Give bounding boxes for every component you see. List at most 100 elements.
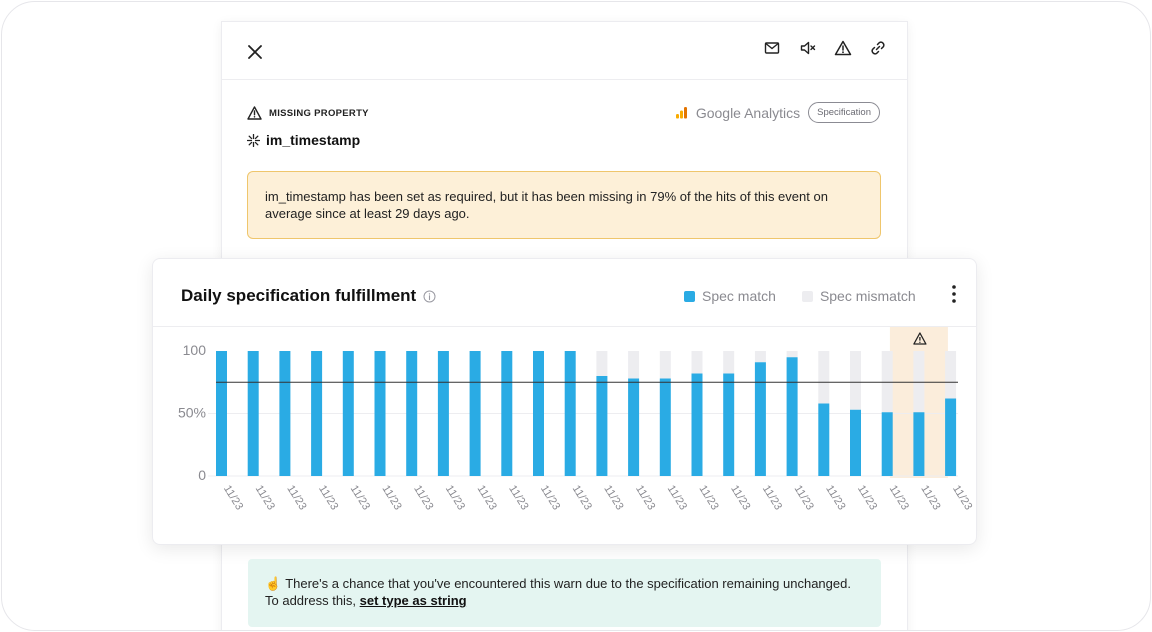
bar-match	[374, 351, 386, 476]
x-tick-label: 11/23	[570, 483, 594, 512]
bar-match	[564, 351, 576, 476]
bar-match	[216, 351, 227, 476]
more-options-icon[interactable]	[949, 283, 959, 305]
bar-match	[342, 351, 354, 476]
bar-match	[501, 351, 513, 476]
card-divider	[153, 326, 976, 327]
legend-label-mismatch: Spec mismatch	[819, 288, 916, 304]
bar-match	[311, 351, 323, 476]
bar-mismatch	[628, 351, 640, 379]
source-name: Google Analytics	[695, 104, 801, 121]
x-tick-label: 11/23	[506, 483, 530, 512]
close-icon[interactable]	[244, 41, 266, 63]
x-tick-label: 11/23	[601, 483, 625, 512]
bar-mismatch	[691, 351, 703, 374]
property-name-label: im_timestamp	[266, 132, 361, 148]
bar-mismatch	[945, 351, 957, 399]
panel-header	[222, 22, 907, 80]
x-tick-label: 11/23	[316, 483, 340, 512]
chart-card: Daily specification fulfillment Spec mat…	[152, 258, 977, 545]
pointing-hand-icon: ☝	[265, 576, 282, 591]
bar-match	[723, 373, 735, 476]
asterisk-icon	[247, 133, 260, 147]
legend-item-match[interactable]: Spec match	[684, 288, 776, 304]
mute-icon[interactable]	[798, 38, 818, 58]
x-tick-label: 11/23	[823, 483, 847, 512]
bar-match	[247, 351, 259, 476]
bar-match	[945, 398, 957, 476]
bar-mismatch	[659, 351, 671, 379]
issue-type-label: MISSING PROPERTY	[269, 107, 369, 119]
email-icon[interactable]	[762, 38, 782, 58]
note-text: There's a chance that you've encountered…	[265, 576, 851, 608]
bar-match	[754, 362, 766, 476]
chart-title: Daily specification fulfillment	[181, 286, 436, 306]
x-tick-label: 11/23	[411, 483, 435, 512]
chart-title-text: Daily specification fulfillment	[181, 286, 417, 305]
x-tick-label: 11/23	[950, 483, 974, 512]
warning-icon	[247, 106, 262, 120]
legend-label-match: Spec match	[702, 288, 776, 304]
x-tick-label: 11/23	[475, 483, 499, 512]
bar-match	[659, 378, 671, 476]
source-info: Google Analytics Specification	[675, 102, 880, 123]
y-tick-label: 100	[183, 342, 207, 358]
bar-match	[469, 351, 481, 476]
chart-legend: Spec match Spec mismatch	[684, 288, 942, 304]
x-tick-label: 11/23	[253, 483, 277, 512]
bar-chart: 100 50% 0 11/23 11/23 11/23 11/23 11/23 11/23 11/…	[178, 327, 974, 512]
issue-type: MISSING PROPERTY	[247, 106, 369, 120]
x-tick-label: 11/23	[792, 483, 816, 512]
bar-mismatch	[596, 351, 608, 376]
x-tick-label: 11/23	[760, 483, 784, 512]
bar-match	[406, 351, 418, 476]
bar-match	[279, 351, 291, 476]
bar-mismatch	[850, 351, 861, 410]
bar-match	[818, 403, 830, 476]
bar-mismatch	[881, 351, 893, 413]
x-tick-label: 11/23	[221, 483, 245, 512]
bar-match	[881, 412, 893, 476]
bar-match	[628, 378, 640, 476]
bar-mismatch	[818, 351, 830, 404]
bar-mismatch	[913, 351, 925, 413]
info-icon[interactable]	[423, 290, 436, 303]
link-icon[interactable]	[868, 38, 888, 58]
bar-match	[437, 351, 449, 476]
bar-match	[533, 351, 544, 476]
warning-message: im_timestamp has been set as required, b…	[247, 171, 881, 239]
bar-match	[786, 357, 798, 476]
y-tick-label: 50%	[178, 405, 206, 421]
bar-mismatch	[723, 351, 735, 374]
x-tick-label: 11/23	[918, 483, 942, 512]
x-tick-label: 11/23	[538, 483, 562, 512]
bar-match	[913, 412, 925, 476]
y-tick-label: 0	[198, 467, 206, 483]
alert-icon[interactable]	[833, 38, 853, 58]
x-tick-label: 11/23	[379, 483, 403, 512]
x-tick-label: 11/23	[443, 483, 467, 512]
x-tick-label: 11/23	[348, 483, 372, 512]
bar-match	[596, 376, 608, 476]
x-tick-label: 11/23	[855, 483, 879, 512]
google-analytics-icon	[675, 107, 687, 119]
bar-mismatch	[754, 351, 766, 363]
set-type-as-string-link[interactable]: set type as string	[359, 593, 467, 608]
x-tick-label: 11/23	[284, 483, 308, 512]
x-tick-label: 11/23	[633, 483, 657, 512]
bar-match	[691, 373, 703, 476]
legend-swatch-mismatch	[801, 290, 813, 302]
x-tick-label: 11/23	[665, 483, 689, 512]
x-tick-label: 11/23	[887, 483, 911, 512]
legend-swatch-match	[684, 290, 695, 302]
specification-tag[interactable]: Specification	[808, 102, 880, 123]
highlight-warning-icon	[913, 332, 927, 345]
legend-item-mismatch[interactable]: Spec mismatch	[801, 288, 916, 304]
property-name: im_timestamp	[247, 132, 360, 148]
suggestion-note: ☝ There's a chance that you've encountere…	[248, 559, 881, 627]
bar-mismatch	[786, 351, 798, 358]
x-tick-label: 11/23	[728, 483, 752, 512]
bar-match	[850, 409, 861, 476]
x-tick-label: 11/23	[696, 483, 720, 512]
